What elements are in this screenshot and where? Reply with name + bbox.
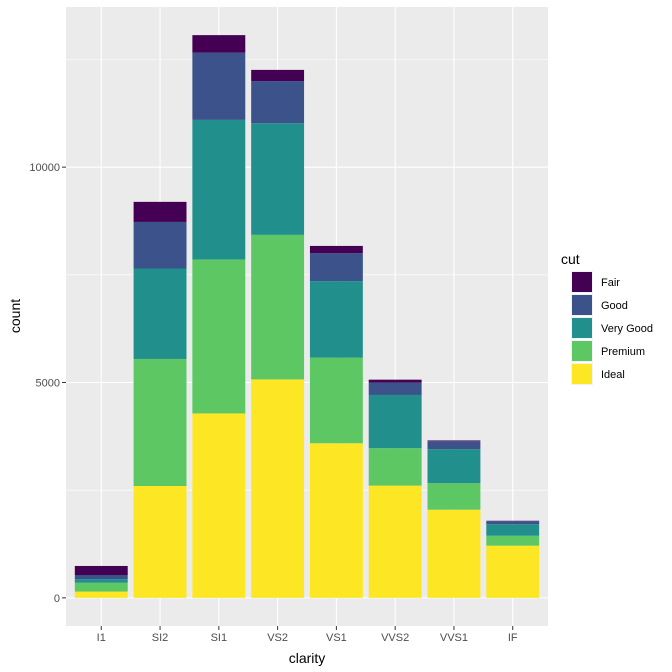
bar-VVS2-premium (368, 448, 422, 486)
bar-IF-ideal (486, 545, 540, 598)
bar-IF-very-good (486, 524, 540, 536)
x-tick-label: IF (508, 632, 518, 644)
legend-label: Good (601, 300, 628, 312)
bar-SI1-ideal (192, 413, 246, 598)
bar-VVS2-fair (368, 379, 422, 383)
bar-VS2-fair (251, 69, 305, 82)
bar-VVS2-very-good (368, 394, 422, 449)
legend-key-premium (572, 341, 592, 361)
bar-I1-ideal (74, 591, 128, 598)
bar-VVS1-good (427, 441, 481, 450)
y-tick-label: 5000 (36, 378, 60, 390)
x-tick-label: VVS1 (440, 632, 468, 644)
bar-IF-good (486, 521, 540, 525)
bar-IF-premium (486, 535, 540, 546)
bar-VVS1-fair (427, 440, 481, 442)
x-tick-label: VS2 (267, 632, 288, 644)
bar-VS2-ideal (251, 379, 305, 598)
legend-label: Fair (601, 277, 620, 289)
x-tick-label: SI1 (211, 632, 228, 644)
y-tick-label: 0 (54, 593, 60, 605)
bar-I1-very-good (74, 579, 128, 583)
bar-VS1-good (309, 253, 363, 282)
bar-VVS1-ideal (427, 509, 481, 598)
legend-label: Ideal (601, 369, 625, 381)
legend-key-very-good (572, 318, 592, 338)
x-tick-label: VS1 (326, 632, 347, 644)
bar-I1-fair (74, 565, 128, 576)
legend: cut Fair Good Very Good Premium Ideal (561, 251, 653, 385)
bar-SI2-premium (133, 358, 187, 486)
bar-VVS2-ideal (368, 485, 422, 598)
legend-key-ideal (572, 364, 592, 384)
x-tick-label: I1 (97, 632, 106, 644)
legend-key-good (572, 295, 592, 315)
legend-key-fair (572, 272, 592, 292)
y-tick-label: 10000 (29, 162, 60, 174)
bar-VS2-premium (251, 234, 305, 380)
x-axis-title: clarity (289, 650, 326, 666)
legend-label: Very Good (601, 323, 653, 335)
y-axis-title: count (7, 299, 23, 333)
bar-VVS1-very-good (427, 449, 481, 484)
bar-VS2-good (251, 81, 305, 124)
bar-VS2-very-good (251, 123, 305, 235)
x-tick-label: SI2 (152, 632, 169, 644)
bar-VS1-premium (309, 357, 363, 444)
x-tick-label: VVS2 (381, 632, 409, 644)
bar-SI1-very-good (192, 119, 246, 260)
bar-SI1-good (192, 52, 246, 120)
bar-SI2-ideal (133, 485, 187, 598)
bar-SI2-very-good (133, 268, 187, 359)
bar-SI1-premium (192, 259, 246, 414)
bar-VS1-ideal (309, 443, 363, 598)
bar-VS1-fair (309, 245, 363, 254)
bar-SI2-fair (133, 201, 187, 222)
bar-SI2-good (133, 221, 187, 269)
bar-VVS1-premium (427, 483, 481, 510)
bar-VS1-very-good (309, 281, 363, 358)
bar-I1-good (74, 575, 128, 580)
bar-SI1-fair (192, 35, 246, 53)
legend-label: Premium (601, 346, 645, 358)
legend-title: cut (561, 251, 580, 267)
bar-VVS2-good (368, 382, 422, 395)
bar-I1-premium (74, 582, 128, 592)
